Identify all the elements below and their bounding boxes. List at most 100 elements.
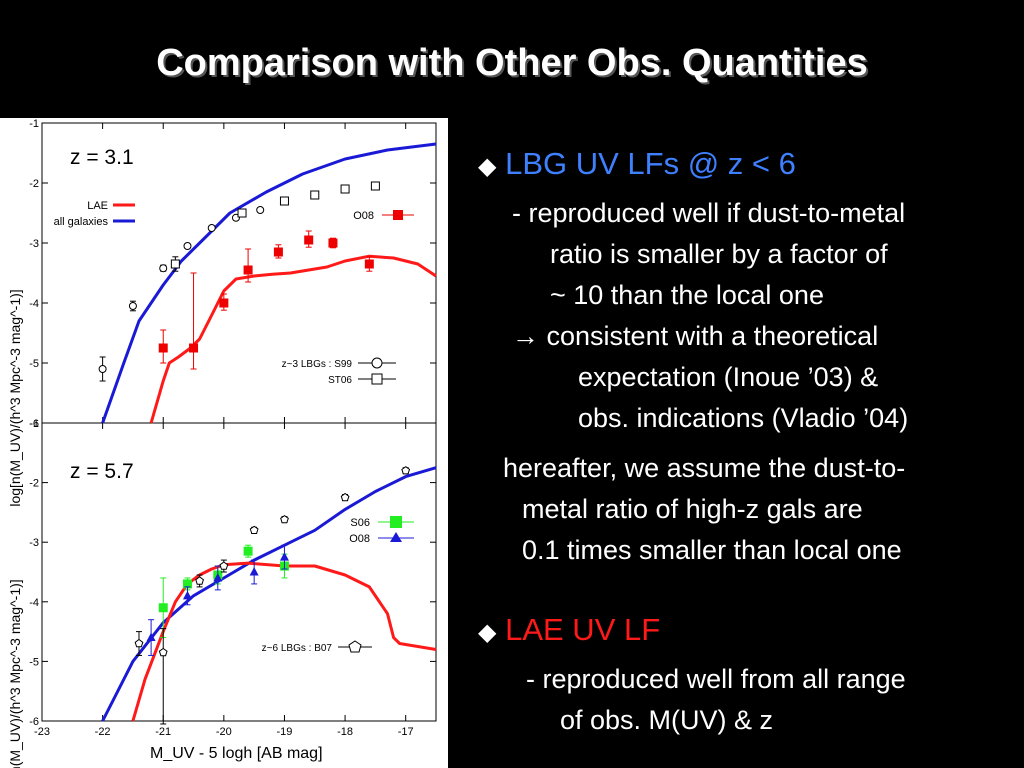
y-tick-label: -1 bbox=[29, 118, 39, 130]
legend-all-label: all galaxies bbox=[54, 216, 109, 228]
bullet-2-heading-row: ◆ LAE UV LF bbox=[478, 612, 660, 648]
top-st06-point bbox=[310, 190, 320, 200]
bottom-z-6-lbgs-b07-point bbox=[401, 466, 411, 475]
bullet-1-heading: LBG UV LFs @ z < 6 bbox=[505, 146, 796, 181]
bullet-1-line-6: obs. indications (Vladio ’04) bbox=[578, 403, 909, 433]
x-tick-label: -19 bbox=[277, 726, 293, 738]
note-line-2: metal ratio of high-z gals are bbox=[522, 494, 863, 524]
legend-o08-top-marker bbox=[393, 210, 403, 220]
x-tick-label: -17 bbox=[398, 726, 414, 738]
x-tick-label: -22 bbox=[95, 726, 111, 738]
y-tick-label: -4 bbox=[29, 298, 39, 310]
bottom-z-6-lbgs-b07-point bbox=[219, 561, 229, 570]
top-z-3-lbgs-s99-point bbox=[128, 302, 137, 310]
bottom-o08-point bbox=[182, 590, 192, 600]
diamond-bullet-icon: ◆ bbox=[478, 619, 497, 646]
legend-lae-label: LAE bbox=[87, 200, 108, 212]
bullet-2-heading: LAE UV LF bbox=[505, 612, 661, 647]
bullet-2-line-1: - reproduced well from all range bbox=[526, 664, 906, 694]
y-axis-title-top: log[n(M_UV)/(h^3 Mpc^-3 mag^-1)] bbox=[7, 289, 23, 506]
legend-b07-marker bbox=[348, 640, 362, 653]
x-tick-label: -21 bbox=[155, 726, 171, 738]
y-tick-label: -2 bbox=[29, 178, 39, 190]
bottom-o08-point bbox=[213, 572, 223, 582]
x-tick-label: -23 bbox=[34, 726, 50, 738]
bottom-z-6-lbgs-b07-point bbox=[249, 525, 259, 534]
top-st06-point bbox=[370, 181, 380, 191]
x-tick-label: -20 bbox=[216, 726, 232, 738]
bottom-z-6-lbgs-b07-point bbox=[195, 576, 204, 585]
bullet-2-line-2: of obs. M(UV) & z bbox=[560, 705, 774, 735]
top-z-3-lbgs-s99-point bbox=[159, 264, 168, 273]
legend-s06-marker bbox=[390, 516, 402, 528]
y-tick-label: -3 bbox=[29, 238, 39, 250]
top-o08-point bbox=[304, 235, 314, 245]
bullet-1-line-1: - reproduced well if dust-to-metal bbox=[512, 198, 906, 228]
top-o08-point bbox=[189, 343, 199, 353]
legend-o08-bottom-marker bbox=[390, 532, 402, 542]
y-tick-label: -4 bbox=[29, 597, 39, 609]
bullet-1-line-3: ~ 10 than the local one bbox=[550, 280, 824, 310]
slide-title: Comparison with Other Obs. Quantities bbox=[156, 42, 868, 84]
bottom-o08-point bbox=[249, 567, 259, 576]
luminosity-function-plot: -6 -5 -4 -3 -2 -1 -6 -5 -4 -3 -2 -1 -23 -22 -21 -20 -19… bbox=[7, 118, 437, 768]
bottom-panel-marks bbox=[101, 466, 437, 725]
bottom-panel-label: z = 5.7 bbox=[70, 460, 134, 483]
top-st06-point bbox=[170, 259, 180, 269]
top-o08-point bbox=[158, 343, 168, 353]
legend-st06-label: ST06 bbox=[328, 375, 352, 386]
bottom-panel-frame bbox=[41, 422, 437, 722]
legend-o08-top-label: O08 bbox=[353, 210, 374, 222]
top-z-3-lbgs-s99-point bbox=[98, 365, 107, 373]
bullet-1-line-5: expectation (Inoue ’03) & bbox=[578, 362, 879, 392]
top-z-3-lbgs-s99-point bbox=[207, 224, 216, 232]
x-tick-label: -18 bbox=[337, 726, 353, 738]
bullet-1-line-4-row: → consistent with a theoretical bbox=[512, 321, 878, 352]
bottom-s06-point bbox=[243, 546, 253, 556]
y-tick-label: -1 bbox=[29, 418, 39, 430]
top-st06-point bbox=[279, 196, 289, 206]
bottom-z-6-lbgs-b07-point bbox=[134, 638, 144, 648]
legend-s99-marker bbox=[371, 357, 383, 369]
top-panel-label: z = 3.1 bbox=[70, 146, 134, 169]
bullet-1-heading-row: ◆ LBG UV LFs @ z < 6 bbox=[478, 146, 796, 182]
luminosity-function-figure: -6 -5 -4 -3 -2 -1 -6 -5 -4 -3 -2 -1 -23 -22 -21 -20 -19… bbox=[0, 118, 448, 768]
bottom-z-6-lbgs-b07-point bbox=[158, 647, 168, 657]
y-tick-label: -5 bbox=[29, 656, 39, 668]
top-all-galaxies-line bbox=[101, 142, 437, 424]
bottom-z-6-lbgs-b07-point bbox=[340, 492, 350, 502]
legend-st06-marker bbox=[371, 373, 383, 385]
bottom-s06-point bbox=[182, 579, 192, 589]
legend-b07-label: z~6 LBGs : B07 bbox=[262, 643, 333, 654]
top-z-3-lbgs-s99-point bbox=[183, 242, 192, 250]
legend-s06-label: S06 bbox=[350, 517, 370, 529]
top-o08-point bbox=[364, 259, 374, 269]
top-o08-point bbox=[243, 265, 253, 275]
bottom-s06-point bbox=[158, 603, 168, 613]
top-o08-point bbox=[273, 247, 283, 257]
y-tick-label: -5 bbox=[29, 358, 39, 370]
note-line-3: 0.1 times smaller than local one bbox=[522, 535, 902, 565]
right-arrow-icon: → bbox=[512, 321, 539, 351]
y-tick-label: -2 bbox=[29, 478, 39, 490]
top-panel-marks bbox=[98, 142, 437, 424]
top-z-3-lbgs-s99-point bbox=[256, 206, 265, 214]
note-line-1: hereafter, we assume the dust-to- bbox=[503, 453, 906, 483]
top-o08-point bbox=[219, 298, 229, 308]
top-st06-point bbox=[237, 208, 247, 218]
bottom-lae-line bbox=[131, 561, 437, 722]
y-tick-label: -6 bbox=[29, 716, 39, 728]
top-lae-line bbox=[149, 254, 437, 424]
y-tick-label: -3 bbox=[29, 537, 39, 549]
bullet-1-line-2: ratio is smaller by a factor of bbox=[550, 239, 888, 269]
top-o08-point bbox=[328, 238, 338, 248]
bullet-1-line-4: consistent with a theoretical bbox=[546, 321, 879, 351]
x-axis-title: M_UV - 5 logh [AB mag] bbox=[150, 745, 323, 762]
bottom-all-galaxies-line bbox=[101, 466, 437, 722]
legend-o08-bottom-label: O08 bbox=[349, 533, 370, 545]
legend-s99-label: z~3 LBGs : S99 bbox=[282, 359, 353, 370]
bottom-o08-point bbox=[279, 552, 289, 561]
bottom-panel-axes: -6 -5 -4 -3 -2 -1 -23 -22 -21 -20 -19 -18 -17 bbox=[29, 418, 436, 738]
bottom-o08-point bbox=[146, 632, 156, 642]
bottom-z-6-lbgs-b07-point bbox=[280, 514, 289, 524]
